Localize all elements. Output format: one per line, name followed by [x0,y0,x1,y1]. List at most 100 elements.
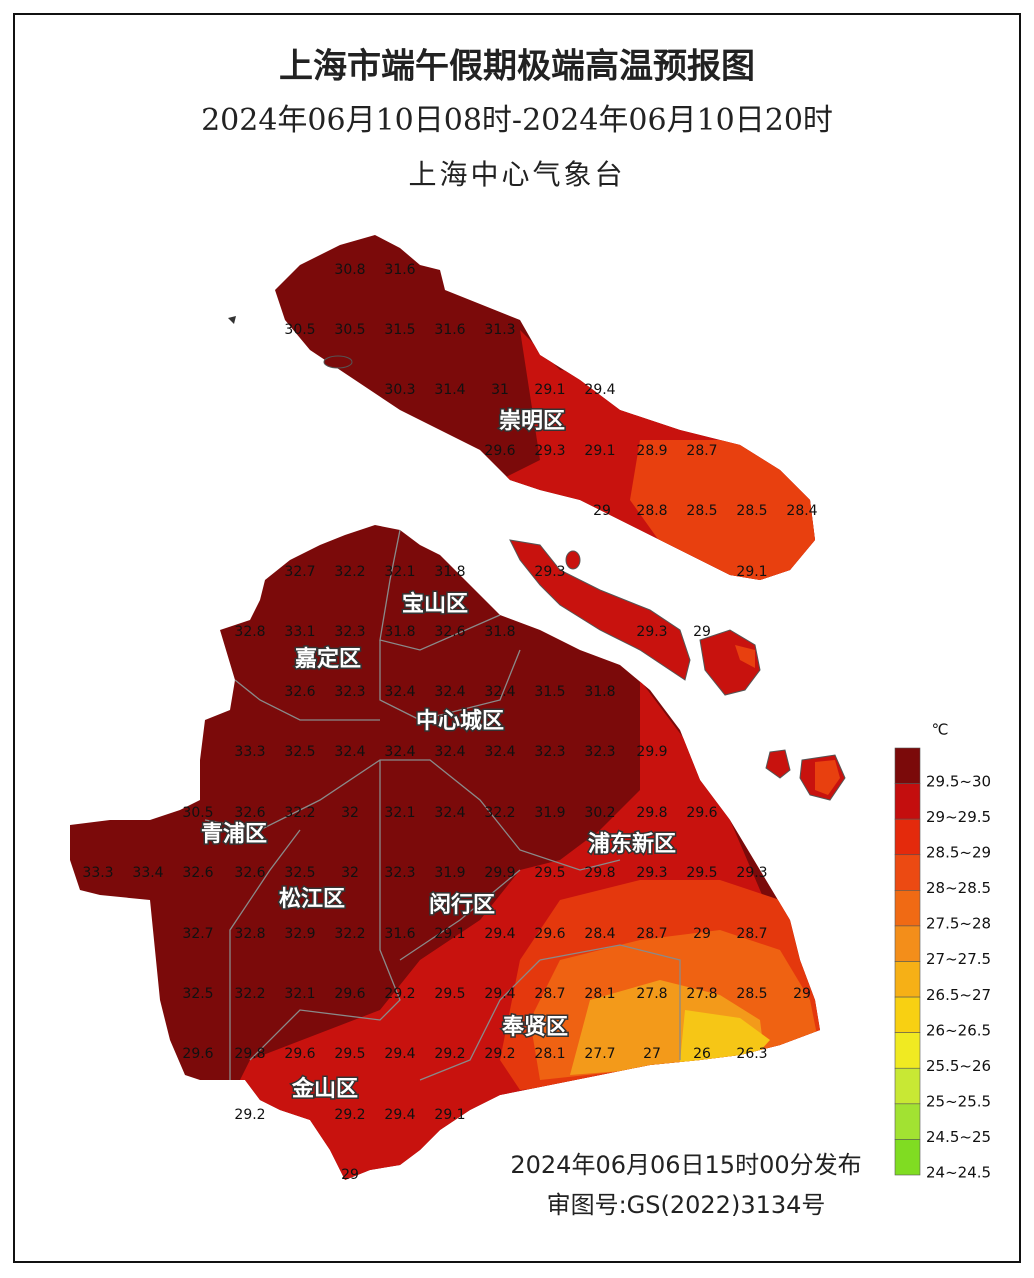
station-value: 29 [693,926,711,942]
station-value: 31.6 [434,322,465,338]
station-value: 29.5 [334,1046,365,1062]
station-value: 32.6 [284,684,315,700]
station-value: 32.6 [434,624,465,640]
station-value: 29.8 [234,1046,265,1062]
station-value: 31.4 [434,382,465,398]
station-value: 29.3 [636,865,667,881]
islet [765,749,791,779]
station-value: 32.4 [384,744,415,760]
station-values: 30.8 31.6 30.5 30.5 31.5 31.6 31.3 30.3 31.4 31 29… [82,262,817,1183]
station-value: 30.5 [182,805,213,821]
legend-label: 24.5~25 [926,1128,991,1146]
islet [565,550,581,570]
station-value: 29.9 [636,744,667,760]
station-value: 32.5 [284,744,315,760]
station-value: 29.6 [534,926,565,942]
legend-label: 27~27.5 [926,950,991,968]
station-value: 29.2 [234,1107,265,1123]
legend-label: 26~26.5 [926,1021,991,1039]
station-value: 29 [693,624,711,640]
station-value: 32.5 [182,986,213,1002]
district-label: 青浦区 [201,821,267,847]
station-value: 32.8 [234,624,265,640]
legend: ℃ 29.5~30 29~29.5 28.5~29 28~28.5 27.5~28 27~… [894,721,991,1182]
station-value: 32.4 [434,805,465,821]
station-value: 32.2 [284,805,315,821]
station-value: 32.3 [534,744,565,760]
district-label: 嘉定区 [295,646,361,672]
station-value: 32.1 [384,805,415,821]
legend-label: 25.5~26 [926,1057,991,1075]
district-label: 中心城区 [416,708,504,734]
station-value: 32.3 [334,624,365,640]
station-value: 28.9 [636,443,667,459]
station-value: 29.3 [636,624,667,640]
station-value: 29 [341,1167,359,1183]
station-value: 31 [491,382,509,398]
station-value: 32.6 [234,865,265,881]
district-label: 奉贤区 [501,1014,568,1040]
station-value: 29.4 [384,1107,415,1123]
station-value: 29.6 [686,805,717,821]
station-value: 28.1 [584,986,615,1002]
station-value: 28.5 [736,503,767,519]
station-value: 29.1 [736,564,767,580]
station-value: 32.3 [584,744,615,760]
station-value: 32.4 [484,684,515,700]
station-value: 29.5 [434,986,465,1002]
station-value: 29 [793,986,811,1002]
station-value: 28.5 [686,503,717,519]
station-value: 32 [341,805,359,821]
station-value: 31.3 [484,322,515,338]
station-value: 32.7 [182,926,213,942]
station-value: 28.1 [534,1046,565,1062]
legend-label: 24~24.5 [926,1164,991,1182]
legend-swatch [894,1032,921,1069]
period: 2024年06月10日08时-2024年06月10日20时 [201,103,833,138]
station-value: 31.9 [534,805,565,821]
station-value: 32.9 [284,926,315,942]
station-value: 28.7 [736,926,767,942]
station-value: 29.4 [584,382,615,398]
station-value: 32.4 [484,744,515,760]
station-value: 29.6 [484,443,515,459]
station-value: 28.7 [534,986,565,1002]
station-value: 31.8 [584,684,615,700]
station-value: 30.5 [284,322,315,338]
station-value: 31.9 [434,865,465,881]
legend-unit: ℃ [932,721,949,739]
station-value: 29 [593,503,611,519]
station-value: 33.3 [234,744,265,760]
legend-swatch [894,1139,921,1176]
station-value: 29.2 [434,1046,465,1062]
station-value: 28.8 [636,503,667,519]
station-value: 33.3 [82,865,113,881]
district-label: 宝山区 [402,591,468,617]
station-value: 29.9 [484,865,515,881]
station-value: 32.8 [234,926,265,942]
islet [228,316,236,324]
district-label: 松江区 [279,887,345,912]
district-label: 浦东新区 [588,831,676,857]
station-value: 31.5 [534,684,565,700]
station-value: 32.2 [334,564,365,580]
station-value: 31.8 [484,624,515,640]
station-value: 31.8 [384,624,415,640]
station-value: 30.3 [384,382,415,398]
legend-label: 28.5~29 [926,843,991,861]
station-value: 27.8 [636,986,667,1002]
issued-note: 2024年06月06日15时00分发布 [510,1151,861,1179]
station-value: 29.8 [584,865,615,881]
station-value: 29.6 [334,986,365,1002]
station-value: 29.3 [534,443,565,459]
station-value: 33.1 [284,624,315,640]
station-value: 29.4 [484,986,515,1002]
station-value: 27.7 [584,1046,615,1062]
station-value: 28.4 [584,926,615,942]
station-value: 26 [693,1046,711,1062]
station-value: 29.2 [384,986,415,1002]
station-value: 28.7 [636,926,667,942]
legend-swatch [894,961,921,998]
station-value: 32.3 [334,684,365,700]
